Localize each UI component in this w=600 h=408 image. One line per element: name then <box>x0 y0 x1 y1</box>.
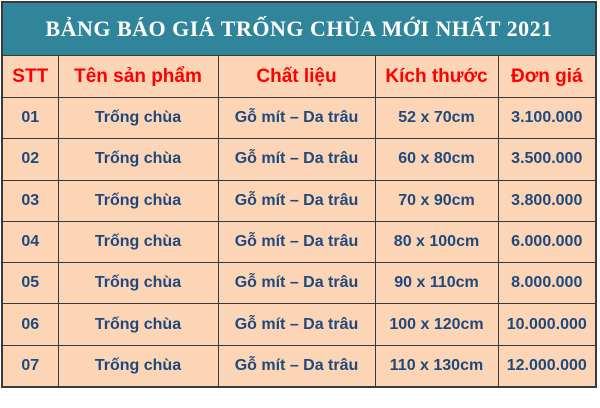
table-row: 03 Trống chùa Gỗ mít – Da trâu 70 x 90cm… <box>1 179 597 222</box>
header-row: STT Tên sản phẩm Chất liệu Kích thước Đơ… <box>1 55 597 98</box>
cell-size: 90 x 110cm <box>374 262 499 305</box>
cell-size: 60 x 80cm <box>374 138 499 181</box>
cell-product: Trống chùa <box>57 96 219 140</box>
table-row: 07 Trống chùa Gỗ mít – Da trâu 110 x 130… <box>1 344 597 388</box>
header-cell-product: Tên sản phẩm <box>57 55 219 98</box>
header-cell-stt: STT <box>1 55 59 98</box>
cell-product: Trống chùa <box>57 303 219 346</box>
cell-size: 52 x 70cm <box>374 96 499 140</box>
cell-material: Gỗ mít – Da trâu <box>217 303 376 346</box>
table-body: 01 Trống chùa Gỗ mít – Da trâu 52 x 70cm… <box>1 96 597 388</box>
cell-product: Trống chùa <box>57 138 219 181</box>
cell-price: 10.000.000 <box>497 303 597 346</box>
cell-price: 3.500.000 <box>497 138 597 181</box>
cell-stt: 04 <box>1 220 59 264</box>
cell-material: Gỗ mít – Da trâu <box>217 179 376 222</box>
cell-product: Trống chùa <box>57 179 219 222</box>
cell-stt: 05 <box>1 262 59 305</box>
cell-product: Trống chùa <box>57 262 219 305</box>
price-table: BẢNG BÁO GIÁ TRỐNG CHÙA MỚI NHẤT 2021 ST… <box>1 1 598 389</box>
header-cell-price: Đơn giá <box>497 55 597 98</box>
cell-material: Gỗ mít – Da trâu <box>217 96 376 140</box>
table-row: 05 Trống chùa Gỗ mít – Da trâu 90 x 110c… <box>1 262 597 305</box>
page-title: BẢNG BÁO GIÁ TRỐNG CHÙA MỚI NHẤT 2021 <box>1 1 597 56</box>
cell-stt: 02 <box>1 138 59 181</box>
cell-material: Gỗ mít – Da trâu <box>217 138 376 181</box>
cell-price: 12.000.000 <box>497 344 597 388</box>
cell-product: Trống chùa <box>57 220 219 264</box>
title-row: BẢNG BÁO GIÁ TRỐNG CHÙA MỚI NHẤT 2021 <box>1 1 597 56</box>
cell-size: 80 x 100cm <box>374 220 499 264</box>
header-cell-size: Kích thước <box>374 55 499 98</box>
cell-size: 100 x 120cm <box>374 303 499 346</box>
cell-price: 8.000.000 <box>497 262 597 305</box>
cell-size: 110 x 130cm <box>374 344 499 388</box>
table-row: 02 Trống chùa Gỗ mít – Da trâu 60 x 80cm… <box>1 138 597 181</box>
cell-stt: 06 <box>1 303 59 346</box>
cell-size: 70 x 90cm <box>374 179 499 222</box>
cell-stt: 07 <box>1 344 59 388</box>
cell-price: 3.800.000 <box>497 179 597 222</box>
table-row: 04 Trống chùa Gỗ mít – Da trâu 80 x 100c… <box>1 220 597 264</box>
cell-material: Gỗ mít – Da trâu <box>217 344 376 388</box>
header-cell-material: Chất liệu <box>217 55 376 98</box>
cell-material: Gỗ mít – Da trâu <box>217 220 376 264</box>
cell-stt: 01 <box>1 96 59 140</box>
cell-product: Trống chùa <box>57 344 219 388</box>
table-row: 01 Trống chùa Gỗ mít – Da trâu 52 x 70cm… <box>1 96 597 140</box>
table-row: 06 Trống chùa Gỗ mít – Da trâu 100 x 120… <box>1 303 597 346</box>
cell-price: 6.000.000 <box>497 220 597 264</box>
cell-material: Gỗ mít – Da trâu <box>217 262 376 305</box>
cell-price: 3.100.000 <box>497 96 597 140</box>
cell-stt: 03 <box>1 179 59 222</box>
